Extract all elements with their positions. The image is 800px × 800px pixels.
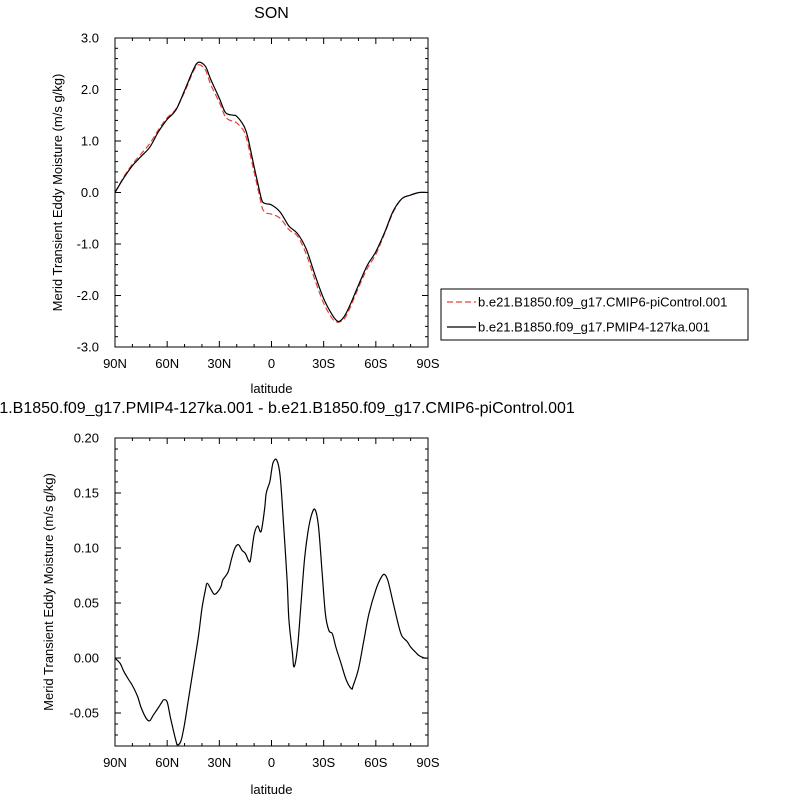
y-tick-label: -2.0: [77, 288, 99, 303]
plot-frame: [114, 437, 429, 747]
series-line-127ka: [114, 61, 429, 323]
x-tick-label: 90S: [416, 356, 439, 371]
x-tick-label: 90N: [103, 755, 127, 770]
bottom-panel: b.e21.B1850.f09_g17.PMIP4-127ka.001 - b.…: [0, 400, 575, 797]
x-axis-label: latitude: [251, 782, 293, 797]
y-tick-label: 3.0: [81, 31, 99, 46]
y-tick-label: -1.0: [77, 237, 99, 252]
legend: b.e21.B1850.f09_g17.CMIP6-piControl.001b…: [440, 288, 749, 341]
x-tick-label: 60N: [155, 356, 179, 371]
legend-box: [440, 288, 749, 341]
x-tick-label: 30S: [312, 755, 335, 770]
y-axis-label: Merid Transient Eddy Moisture (m/s g/kg): [50, 74, 65, 312]
x-tick-label: 30N: [207, 356, 231, 371]
y-tick-label: 0.10: [74, 541, 99, 556]
x-tick-label: 60N: [155, 755, 179, 770]
y-tick-label: 2.0: [81, 82, 99, 97]
legend-label: b.e21.B1850.f09_g17.CMIP6-piControl.001: [478, 295, 727, 310]
y-tick-label: 0.0: [81, 185, 99, 200]
top-panel: SON 90N 60N 30N 0 30S 60S 90S -3.0 -2.0 -1.0 0.0 1.0…: [50, 5, 440, 396]
y-tick-label: -3.0: [77, 340, 99, 355]
legend-label: b.e21.B1850.f09_g17.PMIP4-127ka.001: [478, 320, 710, 335]
chart-title: b.e21.B1850.f09_g17.PMIP4-127ka.001 - b.…: [0, 400, 575, 417]
plot-frame: [114, 37, 429, 348]
x-axis-label: latitude: [251, 381, 293, 396]
chart-title: SON: [254, 5, 289, 22]
x-tick-label: 90S: [416, 755, 439, 770]
series-line-picontrol: [114, 64, 429, 323]
x-tick-label: 30N: [207, 755, 231, 770]
y-tick-label: 0.20: [74, 431, 99, 446]
x-tick-label: 60S: [364, 356, 387, 371]
y-tick-label: -0.05: [69, 706, 99, 721]
x-tick-label: 90N: [103, 356, 127, 371]
x-tick-label: 0: [268, 356, 275, 371]
y-tick-label: 0.00: [74, 651, 99, 666]
x-tick-label: 30S: [312, 356, 335, 371]
x-tick-label: 0: [268, 755, 275, 770]
series-line-difference: [114, 458, 429, 746]
y-tick-label: 1.0: [81, 134, 99, 149]
y-tick-label: 0.15: [74, 486, 99, 501]
x-tick-label: 60S: [364, 755, 387, 770]
y-tick-label: 0.05: [74, 596, 99, 611]
y-axis-label: Merid Transient Eddy Moisture (m/s g/kg): [41, 473, 56, 711]
